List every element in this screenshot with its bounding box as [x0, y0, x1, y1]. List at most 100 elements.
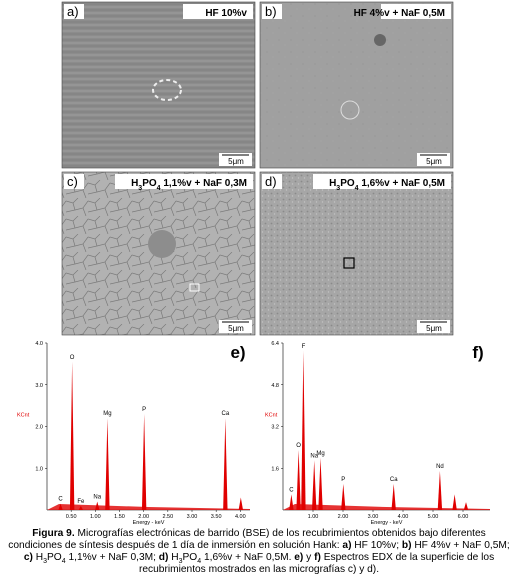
- peak-label: C: [289, 487, 294, 493]
- panel-condition: H3PO4 1,1%v + NaF 0,3M: [131, 178, 247, 192]
- peak: [312, 460, 317, 510]
- micrograph: [259, 171, 454, 336]
- condition-box: [313, 174, 451, 189]
- y-axis-label: KCnt: [265, 413, 278, 419]
- feature: [189, 283, 200, 292]
- y-tick-label: 3.0: [35, 383, 43, 389]
- peak: [105, 418, 110, 510]
- panel-label: c): [67, 174, 78, 189]
- peak: [58, 503, 63, 510]
- peak-label: Na: [310, 453, 318, 459]
- y-tick-label: 3.2: [271, 425, 279, 431]
- peak: [95, 501, 100, 510]
- condition-box: [381, 4, 451, 19]
- peak-label: Na: [93, 495, 101, 501]
- x-tick-label: 5.00: [428, 514, 439, 520]
- scale-label: 5μm: [228, 157, 244, 166]
- y-tick-label: 4.0: [35, 341, 43, 347]
- condition-run: H: [131, 178, 138, 189]
- label-box: [262, 174, 282, 189]
- x-tick-label: 1.50: [114, 514, 125, 520]
- peak: [296, 449, 301, 510]
- label-box: [64, 174, 84, 189]
- x-tick-label: 4.00: [235, 514, 246, 520]
- caption-run: y: [303, 552, 315, 563]
- condition-run: 3: [336, 185, 340, 192]
- caption-run: Micrografías electrónicas de barrido (BS…: [8, 528, 486, 551]
- spectrum-label: e): [230, 343, 245, 362]
- peak-label: F: [302, 344, 306, 350]
- feature: [374, 34, 386, 46]
- scale-label: 5μm: [426, 157, 442, 166]
- peak: [318, 457, 323, 510]
- panel-condition: HF 10%v: [205, 8, 247, 19]
- condition-run: HF 10%v: [205, 8, 247, 19]
- caption-run: 1,6%v + NaF 0,5M.: [201, 552, 295, 563]
- x-tick-label: 1.00: [308, 514, 319, 520]
- caption-run: d): [158, 552, 169, 563]
- caption-run: c): [23, 552, 33, 563]
- peak: [341, 483, 346, 510]
- caption-run: Espectros EDX de la superficie de los re…: [138, 552, 495, 575]
- peak-label: P: [341, 477, 345, 483]
- caption-run: b): [401, 540, 412, 551]
- caption-run: 1,1%v + NaF 0,3M;: [65, 552, 159, 563]
- y-axis-label: KCnt: [17, 413, 30, 419]
- y-tick-label: 1.0: [35, 466, 43, 472]
- caption-run: PO: [182, 552, 198, 563]
- peak-label: O: [296, 443, 301, 449]
- peak-label: O: [70, 355, 75, 361]
- x-tick-label: 3.00: [368, 514, 379, 520]
- spectrum-label: f): [472, 343, 483, 362]
- peak: [223, 418, 228, 510]
- scale-box: [219, 153, 252, 166]
- condition-box: [115, 174, 253, 189]
- condition-run: 4: [355, 185, 359, 192]
- y-tick-label: 2.0: [35, 425, 43, 431]
- x-tick-label: 3.00: [187, 514, 198, 520]
- peak: [452, 494, 457, 510]
- peak-label: Ca: [222, 411, 230, 417]
- peak: [437, 470, 443, 510]
- scale-box: [417, 320, 450, 333]
- condition-run: 1,6%v + NaF 0,5M: [359, 178, 445, 189]
- peak-label: Fe: [77, 499, 85, 505]
- y-tick-label: 4.8: [271, 383, 279, 389]
- caption-run: HF 4%v + NaF 0,5M;: [411, 540, 510, 551]
- condition-run: HF 4%v + NaF 0,5M: [354, 8, 445, 19]
- continuum: [47, 504, 250, 510]
- caption-run: a): [342, 540, 352, 551]
- x-tick-label: 2.00: [338, 514, 349, 520]
- y-tick-label: 1.6: [271, 466, 279, 472]
- panel-label: d): [265, 174, 277, 189]
- condition-run: PO: [340, 178, 355, 189]
- peak: [391, 483, 396, 510]
- x-tick-label: 3.50: [211, 514, 222, 520]
- feature: [148, 230, 176, 258]
- caption-run: 4: [197, 558, 202, 566]
- scale-box: [219, 320, 252, 333]
- scale-box: [417, 153, 450, 166]
- peak: [141, 413, 147, 510]
- caption-run: H: [32, 552, 44, 563]
- peak-label: Mg: [103, 411, 111, 417]
- caption-run: Figura 9.: [32, 528, 75, 539]
- x-tick-label: 1.00: [90, 514, 101, 520]
- panel-label: b): [265, 4, 277, 19]
- panel-condition: HF 4%v + NaF 0,5M: [354, 8, 445, 19]
- peak-label: C: [58, 497, 63, 503]
- feature: [340, 100, 360, 120]
- caption-run: 4: [61, 558, 66, 566]
- y-tick-label: 6.4: [271, 341, 279, 347]
- feature: [152, 79, 182, 101]
- x-tick-label: 2.00: [138, 514, 149, 520]
- caption-run: f): [314, 552, 321, 563]
- panel-condition: H3PO4 1,6%v + NaF 0,5M: [329, 178, 445, 192]
- micrograph: [259, 1, 454, 169]
- caption-run: H: [168, 552, 179, 563]
- condition-run: 4: [157, 185, 161, 192]
- peak: [69, 361, 75, 510]
- x-tick-label: 6.00: [458, 514, 469, 520]
- x-axis-label: Energy - keV: [371, 520, 403, 526]
